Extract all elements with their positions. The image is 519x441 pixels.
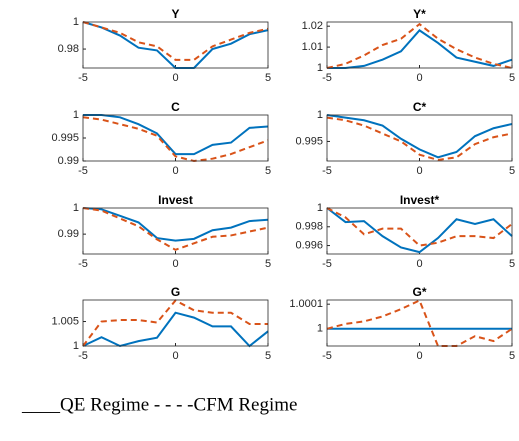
axes-frame <box>82 114 269 162</box>
subplot-title: Y <box>171 7 179 21</box>
axes-frame <box>82 299 269 347</box>
legend-caption: ____QE Regime - - - -CFM Regime <box>21 394 297 415</box>
y-tick-label: 1.02 <box>302 20 323 32</box>
axes-background <box>83 22 268 68</box>
series-line <box>326 207 513 247</box>
y-tick-label: 1 <box>73 16 79 28</box>
y-tick-label: 0.995 <box>51 132 79 144</box>
y-tick-label: 0.99 <box>58 155 79 167</box>
x-tick-label: -5 <box>78 258 88 270</box>
x-tick-label: 5 <box>265 72 271 84</box>
series-line <box>82 207 269 251</box>
x-tick-label: 0 <box>172 165 178 177</box>
y-tick-label: 1 <box>73 202 79 214</box>
y-tick-label: 1.01 <box>302 41 323 53</box>
x-tick-label: 5 <box>265 165 271 177</box>
x-tick-label: 5 <box>265 258 271 270</box>
axes-background <box>83 208 268 254</box>
subplot-title: Y* <box>413 7 426 21</box>
x-tick-label: 0 <box>416 350 422 362</box>
x-tick-label: -5 <box>322 258 332 270</box>
y-tick-label: 0.98 <box>58 43 79 55</box>
x-tick-label: -5 <box>322 350 332 362</box>
series-line <box>82 21 269 61</box>
series-line <box>83 114 269 156</box>
axes-frame <box>326 114 513 162</box>
x-tick-label: -5 <box>78 72 88 84</box>
x-tick-label: 5 <box>509 72 515 84</box>
axes-frame <box>326 21 513 69</box>
subplot-title: Invest <box>158 193 193 207</box>
series-line <box>82 116 269 163</box>
subplot-title: G <box>171 285 180 299</box>
x-tick-label: 5 <box>509 258 515 270</box>
x-tick-label: -5 <box>322 72 332 84</box>
y-tick-label: 0.99 <box>58 228 79 240</box>
x-tick-label: -5 <box>78 350 88 362</box>
series-line <box>82 207 269 242</box>
axes-frame <box>326 207 513 255</box>
y-tick-label: 1 <box>317 62 323 74</box>
axes-background <box>327 115 512 161</box>
series-line <box>82 311 269 348</box>
series-line <box>326 207 513 254</box>
y-tick-label: 1 <box>73 340 79 352</box>
series-line <box>326 114 513 159</box>
x-tick-label: 5 <box>509 350 515 362</box>
series-line <box>82 299 268 347</box>
x-tick-label: -5 <box>78 165 88 177</box>
y-tick-label: 1 <box>317 109 323 121</box>
x-tick-label: 0 <box>416 165 422 177</box>
x-tick-label: 0 <box>416 72 422 84</box>
x-tick-label: 0 <box>172 72 178 84</box>
subplot-title: C* <box>413 100 427 114</box>
y-tick-label: 0.998 <box>295 221 323 233</box>
x-tick-label: -5 <box>322 165 332 177</box>
subplot-title: G* <box>412 285 426 299</box>
y-tick-label: 1.005 <box>51 315 79 327</box>
x-tick-label: 0 <box>172 258 178 270</box>
axes-frame <box>326 299 513 347</box>
series-line <box>326 116 513 161</box>
y-tick-label: 1 <box>317 202 323 214</box>
y-tick-label: 0.995 <box>295 135 323 147</box>
axes-frame <box>82 21 269 69</box>
subplot-title: Invest* <box>400 193 440 207</box>
y-tick-label: 0.996 <box>295 239 323 251</box>
x-tick-label: 0 <box>416 258 422 270</box>
x-tick-label: 0 <box>172 350 178 362</box>
axes-background <box>327 208 512 254</box>
axes-frame <box>82 207 269 255</box>
series-line <box>326 299 513 347</box>
series-line <box>327 29 513 69</box>
y-tick-label: 1 <box>317 323 323 335</box>
x-tick-label: 5 <box>509 165 515 177</box>
y-tick-label: 1.0001 <box>289 298 323 310</box>
axes-background <box>327 22 512 68</box>
x-tick-label: 5 <box>265 350 271 362</box>
axes-background <box>83 300 268 346</box>
series-line <box>326 22 513 69</box>
y-tick-label: 1 <box>73 109 79 121</box>
subplot-title: C <box>171 100 180 114</box>
